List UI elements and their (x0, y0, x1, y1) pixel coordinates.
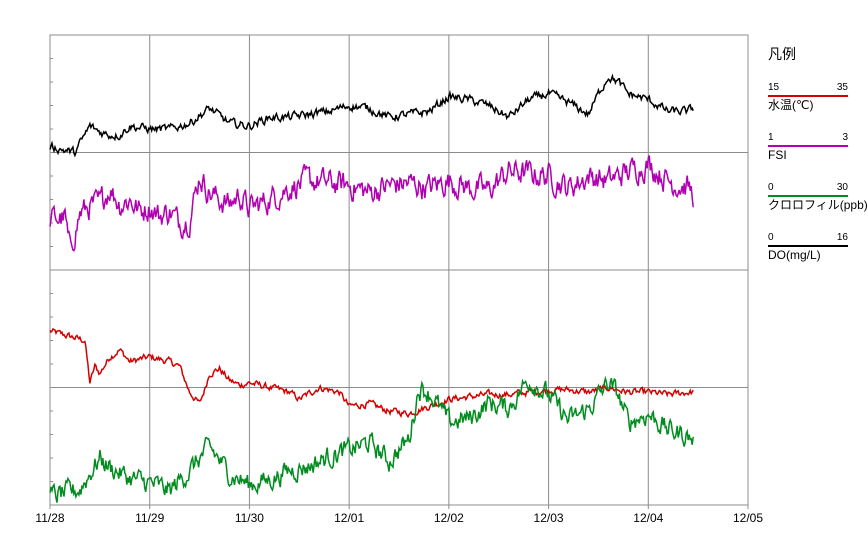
x-tick-label: 11/30 (235, 511, 264, 525)
x-tick-label: 11/29 (135, 511, 164, 525)
legend-min: 0 (768, 182, 774, 193)
legend-max: 30 (836, 182, 848, 193)
legend-title: 凡例 (768, 46, 796, 62)
legend-label: 水温(℃) (768, 98, 814, 112)
legend-item-fsi: 1 3 FSI (768, 132, 858, 182)
x-tick-label: 12/03 (534, 511, 564, 525)
x-tick-label: 12/01 (334, 511, 364, 525)
legend-label: クロロフィル(ppb) (768, 198, 868, 212)
legend-item-water-temp: 15 35 水温(℃) (768, 82, 858, 132)
legend-swatch-water-temp (768, 95, 848, 97)
x-tick-label: 11/28 (35, 511, 64, 525)
grid (49, 34, 749, 506)
legend-min: 0 (768, 232, 774, 243)
legend-swatch-fsi (768, 145, 848, 147)
series-line-temp (49, 327, 694, 419)
series-line-do (49, 73, 694, 158)
legend-item-do: 0 16 DO(mg/L) (768, 232, 858, 282)
x-tick-label: 12/04 (633, 511, 663, 525)
series-line-fsi (49, 155, 694, 252)
legend-label: FSI (768, 148, 787, 162)
x-tick-label: 12/02 (434, 511, 464, 525)
legend-min: 15 (768, 82, 780, 93)
legend-max: 16 (836, 232, 848, 243)
x-tick-label: 12/05 (733, 511, 763, 525)
legend-swatch-chlorophyll (768, 195, 848, 197)
legend-swatch-do (768, 245, 848, 247)
legend-max: 3 (842, 132, 848, 143)
legend-item-chlorophyll: 0 30 クロロフィル(ppb) (768, 182, 868, 232)
series-line-chl (49, 375, 694, 503)
series-lines (49, 73, 694, 503)
legend: 凡例 15 35 水温(℃) 1 3 FSI 0 30 クロロフィル(ppb) … (768, 44, 868, 282)
legend-max: 35 (836, 82, 848, 93)
legend-label: DO(mg/L) (768, 248, 821, 262)
legend-min: 1 (768, 132, 774, 143)
x-axis-ticks: 11/28 11/29 11/30 12/01 12/02 12/03 12/04 12/05 (35, 505, 763, 525)
